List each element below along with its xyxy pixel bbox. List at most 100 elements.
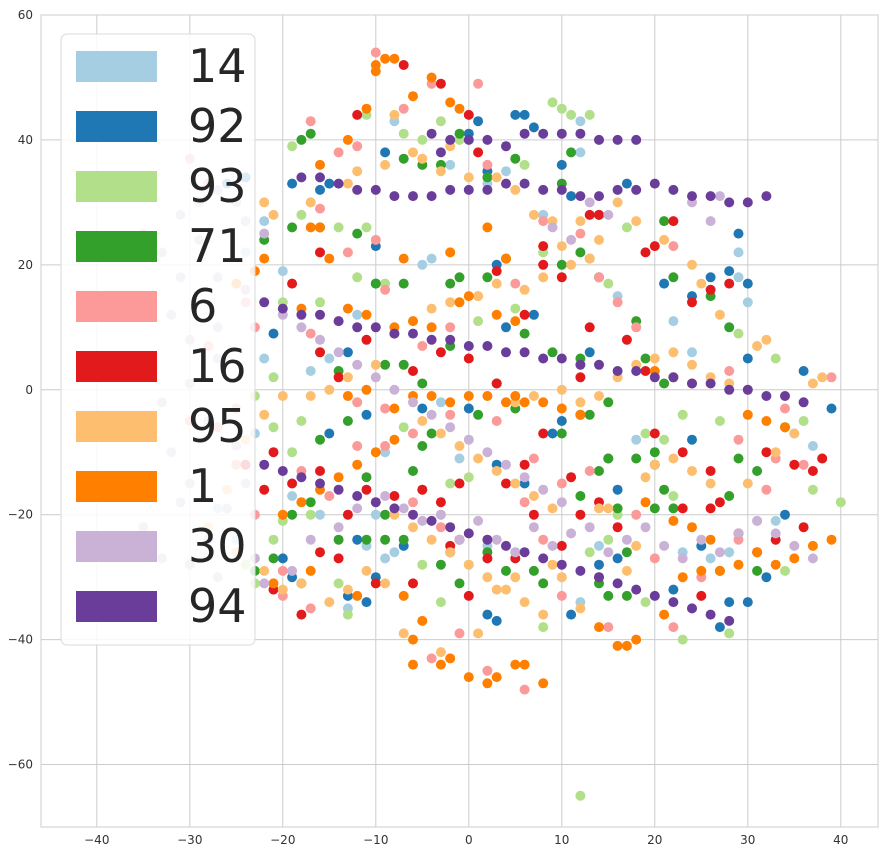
data-point [659, 434, 670, 445]
data-point [389, 491, 400, 501]
data-point [361, 534, 372, 545]
data-point [454, 128, 465, 139]
data-point [566, 191, 577, 202]
data-point [519, 178, 530, 189]
data-point [491, 309, 502, 320]
data-point [398, 590, 409, 601]
data-point [603, 503, 614, 514]
data-point [780, 565, 790, 576]
data-point [687, 378, 697, 389]
data-point [575, 372, 586, 383]
data-point [668, 584, 679, 595]
data-point [538, 353, 549, 364]
data-point [370, 322, 381, 333]
data-point [408, 634, 418, 645]
data-point [352, 228, 363, 239]
data-point [538, 534, 549, 545]
data-point [408, 191, 418, 202]
data-point [389, 109, 400, 120]
data-point [649, 590, 660, 601]
data-point [733, 272, 744, 283]
data-point [482, 172, 493, 183]
data-point [417, 515, 428, 526]
data-point [687, 359, 697, 370]
data-point [342, 391, 353, 401]
data-point [538, 397, 549, 408]
data-point [556, 428, 567, 439]
data-point [631, 434, 642, 445]
data-point [342, 609, 353, 620]
data-point [696, 590, 707, 601]
data-point [370, 359, 381, 370]
data-point [575, 191, 586, 202]
data-point [612, 522, 623, 533]
data-point [677, 503, 688, 514]
data-point [370, 184, 381, 195]
legend-items: 14 92 93 71 6 16 95 1 30 94 [76, 39, 247, 633]
data-point [305, 328, 316, 339]
data-point [454, 297, 465, 308]
data-point [594, 540, 604, 551]
data-point [528, 209, 539, 220]
data-point [575, 509, 586, 520]
data-point [594, 234, 604, 245]
data-point [649, 372, 660, 383]
data-point [807, 466, 818, 476]
data-point [501, 166, 511, 177]
data-point [510, 391, 521, 401]
data-point [705, 466, 716, 476]
data-point [380, 159, 391, 170]
data-point [380, 578, 391, 589]
data-point [612, 366, 623, 376]
data-point [677, 572, 688, 583]
data-point [352, 503, 363, 514]
data-point [435, 597, 446, 608]
data-point [426, 534, 437, 545]
data-point [584, 322, 595, 333]
data-point [445, 322, 456, 333]
data-point [324, 253, 335, 264]
data-point [361, 484, 372, 495]
data-point [659, 484, 670, 495]
x-tick-label: −40 [84, 833, 109, 847]
data-point [333, 534, 344, 545]
data-point [621, 222, 632, 233]
data-point [482, 447, 493, 458]
data-point [556, 159, 567, 170]
data-point [761, 191, 772, 202]
data-point [417, 559, 428, 570]
data-point [556, 478, 567, 489]
data-point [528, 509, 539, 520]
data-point [519, 472, 530, 483]
data-point [798, 522, 809, 533]
data-point [584, 109, 595, 120]
data-point [594, 503, 604, 514]
data-point [724, 491, 735, 501]
data-point [649, 553, 660, 564]
data-point [473, 116, 484, 127]
data-point [445, 478, 456, 489]
data-point [501, 322, 511, 333]
data-point [426, 128, 437, 139]
data-point [603, 209, 614, 220]
data-point [724, 547, 735, 558]
data-point [268, 209, 279, 220]
data-point [389, 503, 400, 514]
data-point [445, 547, 456, 558]
data-point [584, 522, 595, 533]
data-point [501, 478, 511, 489]
data-point [445, 184, 456, 195]
data-point [519, 684, 530, 695]
data-point [277, 584, 288, 595]
x-tick-label: 30 [740, 833, 755, 847]
data-point [714, 622, 725, 633]
data-point [296, 472, 307, 483]
data-point [705, 534, 716, 545]
data-point [603, 453, 614, 464]
legend-label: 14 [188, 39, 247, 93]
legend-swatch [76, 111, 157, 142]
legend-item: 93 [76, 159, 247, 213]
data-point [454, 578, 465, 589]
data-point [491, 266, 502, 277]
data-point [566, 259, 577, 270]
